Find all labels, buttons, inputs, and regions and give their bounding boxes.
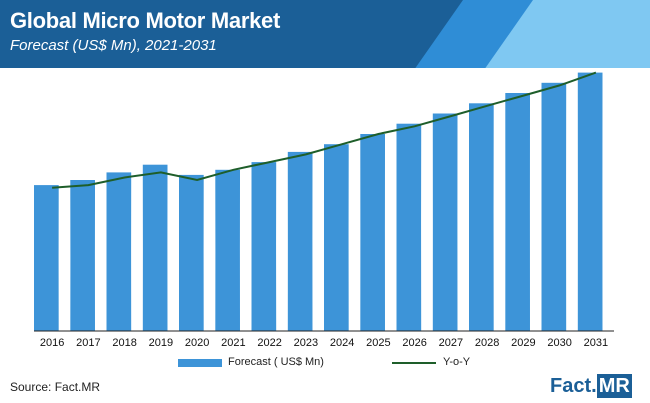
x-tick-label: 2022 (257, 337, 281, 349)
bar-gap-highlight (58, 195, 71, 331)
x-tick-label: 2017 (76, 337, 100, 349)
bar-2030 (541, 82, 567, 331)
x-tick-label: 2030 (547, 337, 571, 349)
bar-2020 (179, 174, 204, 331)
bar-gap-highlight (94, 190, 107, 331)
bar-gap-highlight (529, 103, 542, 331)
x-tick-label: 2031 (584, 337, 608, 349)
bar-gap-highlight (167, 174, 179, 331)
x-tick-label: 2018 (112, 337, 136, 349)
bar-gap-highlight (493, 113, 506, 331)
legend-line-swatch (392, 362, 436, 364)
bar-2028 (469, 103, 494, 331)
x-tick-label: 2019 (149, 337, 173, 349)
bar-gap-highlight (566, 92, 578, 331)
bar-2029 (505, 93, 530, 331)
x-tick-label: 2025 (366, 337, 390, 349)
bar-gap-highlight (348, 154, 361, 331)
bar-2024 (324, 144, 349, 331)
yoy-series-line (52, 71, 597, 189)
bar-gap-highlight (457, 123, 469, 331)
legend-bar-label: Forecast ( US$ Mn) (228, 356, 324, 368)
bar-2026 (396, 123, 422, 331)
bar-2027 (432, 113, 458, 331)
bar-gap-highlight (602, 82, 614, 331)
bar-gap-highlight (384, 144, 397, 331)
bar-gap-highlight (312, 161, 324, 331)
x-tick-label: 2016 (40, 337, 64, 349)
legend-line-label: Y-o-Y (443, 356, 471, 368)
logo-text-mr: MR (596, 374, 632, 398)
x-tick-label: 2026 (402, 337, 426, 349)
bar-2022 (251, 162, 277, 331)
x-tick-label: 2023 (294, 337, 318, 349)
bar-gap-highlight (276, 172, 288, 331)
chart-legend: Forecast ( US$ Mn) Y-o-Y (0, 356, 650, 372)
x-tick-label: 2029 (511, 337, 535, 349)
x-tick-label: 2021 (221, 337, 245, 349)
bar-2017 (70, 180, 95, 331)
factmr-logo: Fact. MR (550, 374, 642, 398)
bar-gap-highlight (203, 184, 216, 331)
bar-2021 (215, 169, 240, 331)
chart-subtitle: Forecast (US$ Mn), 2021-2031 (10, 37, 217, 54)
header-banner: Global Micro Motor Market Forecast (US$ … (0, 0, 650, 68)
legend-bar-swatch (178, 359, 222, 367)
x-tick-label: 2020 (185, 337, 209, 349)
logo-text-fact: Fact. (550, 375, 597, 397)
source-note: Source: Fact.MR (10, 380, 101, 394)
bar-gap-highlight (421, 133, 433, 331)
chart-title: Global Micro Motor Market (10, 8, 280, 33)
bar-2016 (34, 185, 59, 331)
bar-2023 (287, 151, 313, 331)
bar-gap-highlight (131, 182, 143, 331)
x-tick-label: 2024 (330, 337, 354, 349)
bar-2031 (577, 72, 603, 331)
bar-2018 (106, 172, 132, 331)
x-tick-label: 2028 (475, 337, 499, 349)
x-tick-label: 2027 (439, 337, 463, 349)
bar-2019 (142, 164, 168, 331)
bar-gap-highlight (239, 179, 252, 331)
bar-2025 (360, 134, 385, 331)
bar-line-chart: 2016 2017 2018 2019 2020 2021 2022 2023 2024 2025… (34, 71, 614, 349)
